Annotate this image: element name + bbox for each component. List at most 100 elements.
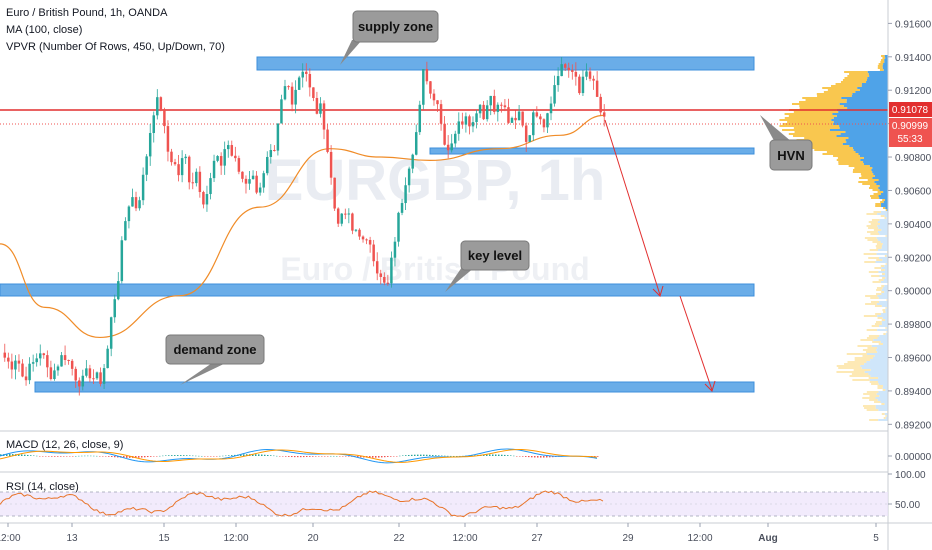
vpvr-bar-up <box>879 257 888 259</box>
macd-histogram-bar <box>243 454 245 456</box>
vpvr-bar-down <box>788 133 841 135</box>
demand-zone-callout[interactable]: demand zone <box>165 334 265 385</box>
vpvr-bar-up <box>870 369 888 371</box>
macd-histogram-bar <box>216 456 218 457</box>
vpvr-bar-up <box>878 391 888 393</box>
vpvr-bar-down <box>885 235 887 237</box>
macd-histogram-bar <box>384 456 386 458</box>
vpvr-bar-up <box>881 203 888 205</box>
vpvr-bar-down <box>878 63 884 65</box>
macd-histogram-bar <box>294 456 296 458</box>
vpvr-bar-up <box>883 279 888 281</box>
candle-body <box>563 64 567 68</box>
rsi-pane[interactable] <box>0 490 888 518</box>
macd-histogram-bar <box>540 456 542 458</box>
macd-histogram-bar <box>402 455 404 456</box>
macd-histogram-bar <box>33 455 35 457</box>
candle-body <box>191 182 195 184</box>
macd-histogram-bar <box>549 456 551 458</box>
price-axis[interactable]: 0.916000.914000.912000.910000.908000.906… <box>888 19 932 511</box>
time-tick-label: 5 <box>873 533 879 544</box>
vpvr-bar-down <box>809 141 847 143</box>
macd-histogram-bar <box>495 454 497 456</box>
macd-histogram-bar <box>309 456 311 457</box>
vpvr-bar-down <box>867 347 878 349</box>
candle-body <box>422 68 425 105</box>
candle-body <box>553 85 556 104</box>
vpvr-bar-up <box>851 95 888 97</box>
macd-histogram-bar <box>66 456 68 457</box>
vpvr-bar-down <box>877 317 883 319</box>
vpvr-bar-down <box>885 209 887 211</box>
ma-legend[interactable]: MA (100, close) <box>6 24 83 36</box>
macd-histogram-bar <box>189 455 191 456</box>
vpvr-bar-up <box>885 277 888 279</box>
candle-body <box>209 178 212 195</box>
vpvr-legend[interactable]: VPVR (Number Of Rows, 450, Up/Down, 70) <box>6 41 225 53</box>
red-line-price: 0.91078 <box>892 105 929 116</box>
macd-histogram-bar <box>456 455 458 457</box>
macd-histogram-bar <box>225 455 227 457</box>
candle-body <box>496 104 500 112</box>
macd-histogram-bar <box>180 455 182 456</box>
macd-histogram-bar <box>267 454 269 456</box>
vpvr-bar-up <box>880 211 888 213</box>
candle-body <box>56 366 60 371</box>
vpvr-bar-down <box>882 277 886 279</box>
vpvr-bar-down <box>885 415 887 417</box>
macd-histogram-bar <box>135 456 137 458</box>
macd-histogram-bar <box>417 454 419 456</box>
macd-histogram-bar <box>273 455 275 457</box>
candle-body <box>297 77 301 90</box>
macd-histogram-bar <box>201 455 203 457</box>
demand-zone-rect[interactable] <box>34 381 755 393</box>
vpvr-bar-up <box>868 373 888 375</box>
key-level-callout[interactable]: key level <box>445 240 530 292</box>
macd-histogram-bar <box>0 454 2 456</box>
vpvr-bar-down <box>876 289 882 291</box>
vpvr-bar-down <box>854 357 873 359</box>
vpvr-bar-down <box>860 339 874 341</box>
candle-body <box>290 86 294 105</box>
macd-histogram-bar <box>438 455 440 456</box>
vpvr-bar-down <box>877 387 883 389</box>
vpvr-bar-down <box>867 231 878 233</box>
vpvr-bar-up <box>839 125 888 127</box>
vpvr-bar-down <box>853 169 872 171</box>
support-zone-rect[interactable] <box>429 147 755 155</box>
last-price-tag: 0.90999 55:33 <box>889 118 932 147</box>
vpvr-bar-down <box>871 219 880 221</box>
candle-body <box>493 95 496 112</box>
vpvr-bar-down <box>867 239 878 241</box>
supply-zone-callout[interactable]: supply zone <box>340 10 439 65</box>
candle-body <box>258 187 262 193</box>
candle-body <box>141 174 145 201</box>
candle-body <box>407 168 411 186</box>
supply-zone-rect[interactable] <box>256 56 755 71</box>
vpvr-bar-down <box>882 199 885 201</box>
candle-body <box>560 64 563 77</box>
macd-histogram-bar <box>528 456 530 458</box>
vpvr-bar-up <box>882 287 888 289</box>
vpvr-bar-down <box>805 99 847 101</box>
macd-histogram-bar <box>42 456 44 457</box>
candle-body <box>134 197 138 209</box>
key-level-zone-rect[interactable] <box>0 283 755 297</box>
time-axis[interactable]: 12:00 13 15 12:00 20 22 12:00 27 29 12:00 Aug 5 <box>0 523 879 544</box>
symbol-legend[interactable]: Euro / British Pound, 1h, OANDA <box>6 7 168 19</box>
candle-body <box>482 104 485 120</box>
macd-pane[interactable] <box>0 448 599 464</box>
vpvr-bar-down <box>871 383 879 385</box>
vpvr-bar-down <box>869 185 880 187</box>
rsi-legend[interactable]: RSI (14, close) <box>6 481 79 493</box>
vpvr-bar-down <box>866 391 879 393</box>
vpvr-bar-down <box>880 201 884 203</box>
vpvr-bar-down <box>884 255 887 257</box>
candle-body <box>379 273 383 277</box>
macd-legend[interactable]: MACD (12, 26, close, 9) <box>6 439 124 451</box>
vpvr-bar-up <box>842 143 888 145</box>
candle-body <box>468 116 471 127</box>
hvn-callout[interactable]: HVN <box>760 115 813 171</box>
candle-body <box>471 122 475 127</box>
